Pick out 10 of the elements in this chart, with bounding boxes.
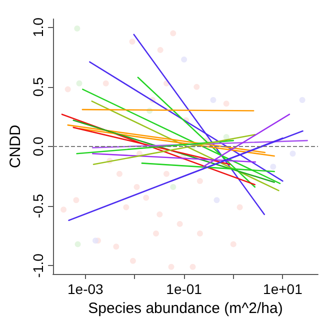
x-tick-label: 1e-01 — [166, 281, 202, 297]
x-tick-label: 1e-03 — [68, 281, 104, 297]
y-tick-label: 1.0 — [30, 17, 46, 38]
x-axis-title: Species abundance (m^2/ha) — [88, 300, 283, 317]
x-tick-label: 1e+01 — [263, 281, 303, 297]
y-tick-label: -1.0 — [30, 253, 46, 278]
y-tick-label: 0.5 — [30, 76, 46, 97]
y-tick-label: -0.5 — [30, 194, 46, 218]
y-tick-label: 0.0 — [30, 136, 46, 156]
y-axis-title: CNDD — [7, 124, 24, 168]
